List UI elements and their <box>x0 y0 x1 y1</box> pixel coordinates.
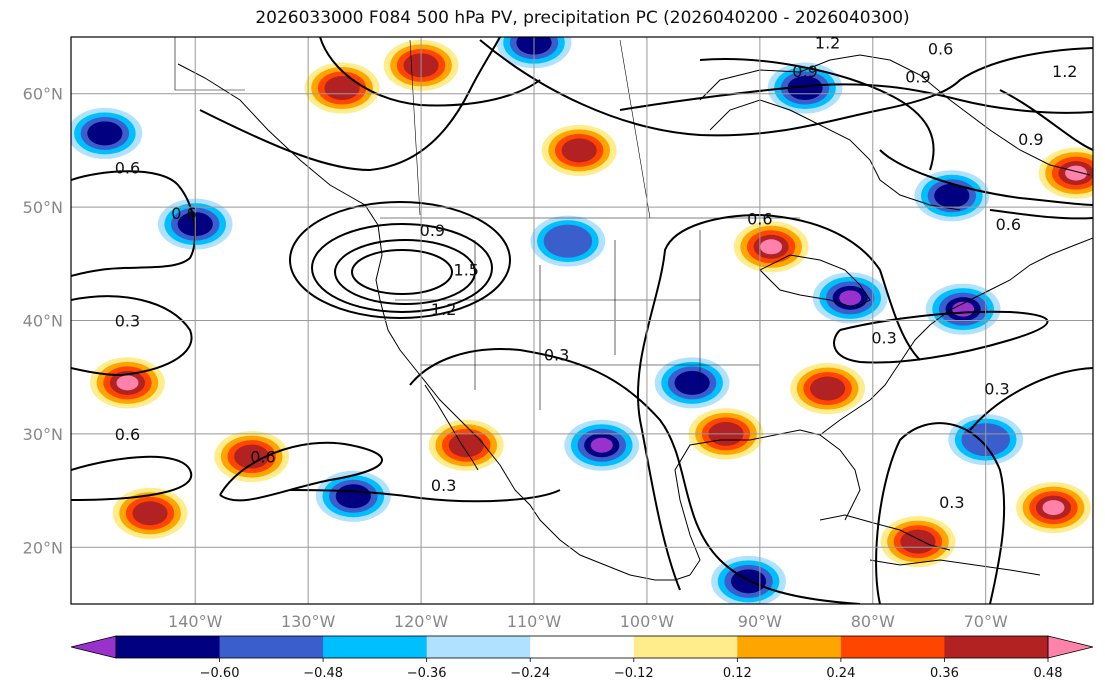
colorbar-tick-label: −0.60 <box>200 666 240 681</box>
longitude-tick-label: 90°W <box>738 612 782 631</box>
colorbar-tick-label: −0.24 <box>510 666 550 681</box>
precip-blob <box>590 437 613 453</box>
colorbar-tick-label: 0.36 <box>930 666 959 681</box>
colorbar-segment <box>530 636 635 658</box>
contour-labels: 0.6 0.6 0.9 1.5 1.2 0.3 0.3 0.6 0.6 0.3 0.6 0.9 1.2 0… <box>115 34 1078 512</box>
map-title: 2026033000 F084 500 hPa PV, precipitatio… <box>255 8 910 28</box>
precip-blob <box>765 241 778 252</box>
precip-blob <box>934 183 970 208</box>
colorbar-segment <box>219 636 324 658</box>
precip-blob <box>1042 500 1065 516</box>
colorbar-segment <box>116 636 221 658</box>
contour-label: 1.5 <box>454 260 479 279</box>
colorbar-tick-label: 0.24 <box>826 666 855 681</box>
longitude-tick-label: 100°W <box>620 612 675 631</box>
precip-blob <box>561 138 597 163</box>
contour-label: 0.6 <box>250 448 275 467</box>
contour-label: 0.9 <box>1018 130 1043 149</box>
precip-blob <box>844 292 857 303</box>
colorbar: −0.60 −0.48 −0.36 −0.24 −0.12 0.12 0.24 0.36 0.4… <box>70 635 1094 681</box>
colorbar-segment <box>944 636 1049 658</box>
colorbar-outline <box>115 635 1049 659</box>
precip-blob <box>810 376 846 401</box>
precip-blob <box>324 76 360 101</box>
precip-blob <box>674 370 710 395</box>
longitude-tick-label: 110°W <box>507 612 562 631</box>
axis-ticks: 60°N 50°N 40°N 30°N 20°N 140°W 130°W 120°W 110°W… <box>23 85 1008 631</box>
contour-label: 0.3 <box>939 493 964 512</box>
colorbar-tick-label: 0.48 <box>1034 666 1063 681</box>
colorbar-extend-high <box>1047 635 1094 659</box>
coastlines <box>174 37 1093 581</box>
precip-blob <box>543 224 593 258</box>
colorbar-tick-label: −0.36 <box>407 666 447 681</box>
contour-label: 0.9 <box>792 62 817 81</box>
latitude-tick-label: 20°N <box>23 538 63 557</box>
colorbar-segment <box>426 636 531 658</box>
contour-label: 0.6 <box>928 39 953 58</box>
contour-label: 0.6 <box>171 204 196 223</box>
precip-blob <box>234 444 270 469</box>
contour-label: 1.2 <box>815 34 840 53</box>
precip-blob <box>1065 165 1088 181</box>
longitude-tick-label: 80°W <box>851 612 895 631</box>
contour-label: 1.2 <box>431 300 456 319</box>
latitude-tick-label: 50°N <box>23 198 63 217</box>
precip-blob <box>448 433 484 458</box>
longitude-tick-label: 70°W <box>964 612 1008 631</box>
contour-label: 0.6 <box>115 425 140 444</box>
longitude-tick-label: 140°W <box>168 612 223 631</box>
latitude-tick-label: 30°N <box>23 425 63 444</box>
contour-label: 0.3 <box>984 380 1009 399</box>
contour-label: 0.3 <box>431 476 456 495</box>
contour-label: 0.6 <box>115 158 140 177</box>
map-frame <box>70 36 1094 605</box>
contour-label: 0.3 <box>115 312 140 331</box>
colorbar-segment <box>633 636 738 658</box>
contour-label: 0.6 <box>996 215 1021 234</box>
contour-label: 0.9 <box>905 68 930 87</box>
colorbar-tick-label: 0.12 <box>723 666 752 681</box>
contour-label: 0.6 <box>747 209 772 228</box>
colorbar-tick-label: −0.48 <box>303 666 343 681</box>
precipitation-shading <box>71 37 1093 604</box>
precip-blob <box>87 121 123 146</box>
contour-label: 0.3 <box>871 329 896 348</box>
longitude-tick-label: 120°W <box>394 612 449 631</box>
colorbar-segment <box>737 636 842 658</box>
latitude-tick-label: 60°N <box>23 85 63 104</box>
latitude-tick-label: 40°N <box>23 312 63 331</box>
colorbar-extend-low <box>70 635 117 659</box>
precip-blob <box>116 375 139 391</box>
graticule <box>71 37 1093 604</box>
precip-blob <box>132 501 168 526</box>
contour-label: 0.3 <box>544 346 569 365</box>
precip-blob <box>335 484 371 509</box>
colorbar-segment <box>323 636 428 658</box>
contour-label: 1.2 <box>1052 62 1077 81</box>
longitude-tick-label: 130°W <box>281 612 336 631</box>
colorbar-tick-label: −0.12 <box>614 666 654 681</box>
colorbar-segment <box>840 636 945 658</box>
contour-label: 0.9 <box>420 221 445 240</box>
